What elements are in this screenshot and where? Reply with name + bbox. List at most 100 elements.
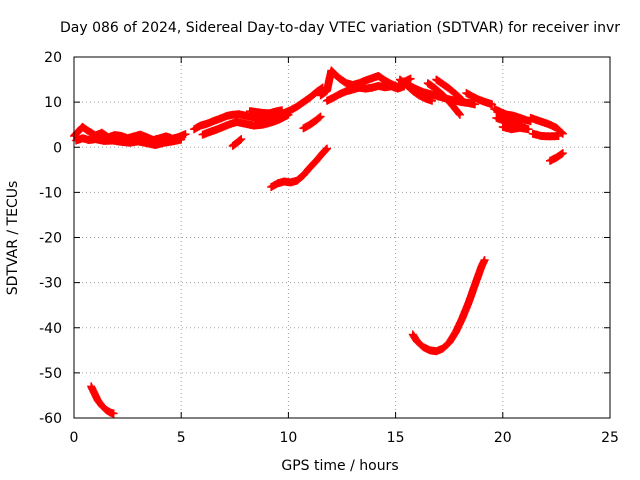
data-point [104,408,108,412]
data-point [518,116,522,120]
data-point [192,128,196,131]
data-point [357,86,361,89]
data-point [542,121,545,124]
data-point [74,139,78,142]
data-point [409,85,412,88]
data-point [137,140,140,143]
data-point [540,134,543,138]
series-arc-8 [267,144,331,191]
data-point [531,132,535,135]
data-point [383,86,387,89]
data-point [430,99,434,102]
series-arc-17 [490,104,535,126]
data-point [332,96,335,99]
data-point [512,114,515,117]
x-tick-label: 25 [601,430,619,446]
data-point [478,98,481,102]
data-point [89,385,93,388]
data-point [261,123,264,126]
data-point [282,180,286,183]
data-point [109,411,112,414]
data-point [278,118,282,121]
data-point [467,301,470,305]
y-tick-label: -10 [39,185,62,201]
data-point [235,141,239,144]
data-point [261,111,264,115]
data-point [415,340,419,343]
data-point [132,135,136,138]
series-arc-15 [432,75,467,104]
data-point [180,138,183,141]
data-point [499,110,502,114]
series-markers [408,256,489,356]
data-point [396,87,399,90]
data-point [426,81,429,85]
series-arc-20 [526,113,567,138]
data-point [319,115,322,118]
series-arc-23 [408,256,489,356]
data-point [164,135,168,138]
data-point [483,258,486,262]
data-point [435,78,438,81]
data-point [184,132,187,136]
series-arc-22 [546,149,567,165]
data-point [548,159,552,162]
data-point [484,100,487,104]
data-point [252,124,256,127]
series-arc-16 [462,89,497,109]
data-point [435,350,438,353]
chart-title: Day 086 of 2024, Sidereal Day-to-day VTE… [60,20,620,36]
data-point [338,77,342,80]
data-point [561,132,565,135]
data-point [255,110,258,114]
data-point [100,404,104,408]
data-point [454,99,457,102]
data-point [274,110,277,113]
data-point [244,114,247,117]
series-arc-3 [72,134,186,149]
data-point [398,78,402,81]
x-tick-label: 0 [70,430,79,446]
data-point [158,137,161,140]
data-point [424,97,427,100]
series-arc-19 [498,122,533,134]
data-point [525,118,528,122]
data-point [417,94,421,97]
data-point [480,265,483,269]
data-point [289,181,292,184]
data-point [471,95,474,98]
data-point [244,122,247,125]
data-point [250,115,254,119]
data-point [557,134,560,138]
data-point [351,88,354,91]
data-point [218,127,221,130]
data-point [473,283,477,287]
data-point [227,123,230,126]
data-point [111,139,114,142]
y-tick-label: -20 [39,231,62,247]
data-point [501,118,504,122]
x-tick-label: 5 [177,430,186,446]
series-arc-7 [245,106,286,118]
data-point [139,133,142,136]
data-point [555,126,558,130]
data-point [280,109,284,112]
data-point [81,137,84,140]
data-point [295,179,299,182]
data-point [325,147,329,150]
data-point [334,73,337,77]
data-point [561,151,565,155]
data-point [514,121,517,125]
data-series [70,66,567,418]
data-point [452,105,455,108]
y-tick-label: -40 [39,321,62,337]
data-point [257,117,260,120]
series-arc-9 [299,112,325,133]
data-point [263,118,267,121]
data-point [501,125,504,129]
data-point [409,77,412,80]
data-point [338,92,342,96]
data-point [325,99,329,102]
data-point [96,398,99,402]
